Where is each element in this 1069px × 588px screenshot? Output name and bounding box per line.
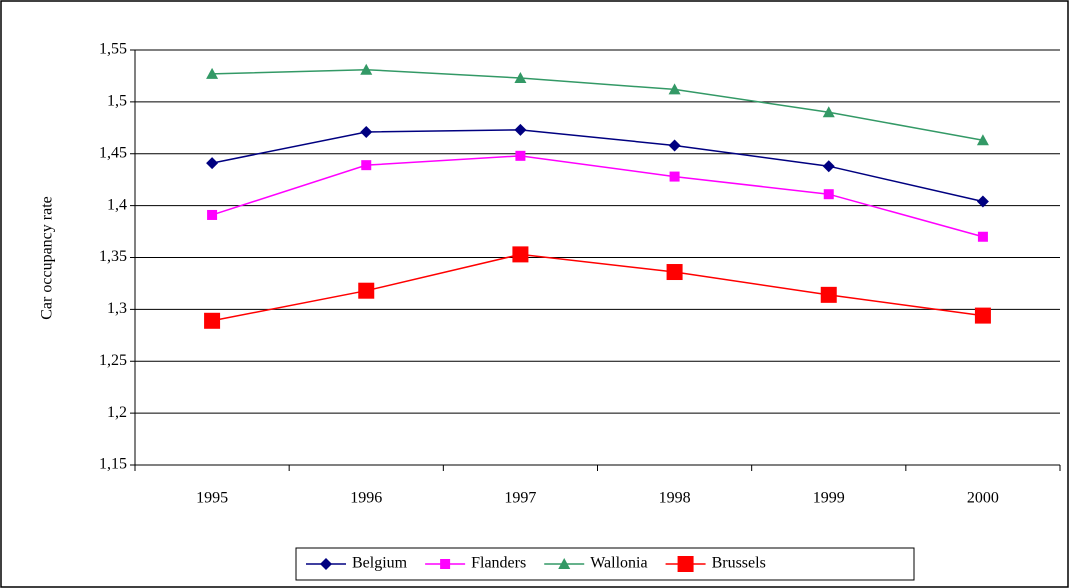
y-tick-label: 1,15	[99, 456, 127, 473]
marker	[820, 286, 837, 303]
y-tick-label: 1,25	[99, 352, 127, 369]
marker	[822, 106, 835, 118]
marker	[514, 123, 527, 136]
legend-label: Flanders	[471, 555, 526, 572]
y-tick-label: 1,5	[107, 93, 127, 110]
y-axis-label: Car occupancy rate	[39, 196, 56, 319]
y-tick-label: 1,35	[99, 248, 127, 265]
x-tick-label: 2000	[967, 490, 999, 507]
marker	[558, 558, 571, 569]
x-tick-label: 1998	[659, 490, 691, 507]
marker	[515, 150, 526, 161]
series-line	[211, 129, 984, 203]
y-tick-label: 1,3	[107, 300, 127, 317]
x-tick-label: 1999	[813, 490, 845, 507]
marker	[360, 63, 373, 75]
legend-label: Belgium	[352, 555, 408, 572]
y-tick-label: 1,4	[107, 196, 127, 213]
marker	[668, 139, 681, 152]
marker	[666, 264, 683, 281]
x-tick-label: 1997	[504, 490, 536, 507]
marker	[320, 558, 332, 570]
marker	[974, 307, 991, 324]
marker	[206, 157, 219, 170]
y-tick-label: 1,55	[99, 41, 127, 58]
x-tick-label: 1995	[196, 490, 228, 507]
marker	[440, 559, 451, 569]
y-tick-label: 1,45	[99, 144, 127, 161]
marker	[823, 189, 834, 200]
marker	[358, 282, 375, 299]
series-line	[212, 68, 984, 142]
marker	[668, 83, 681, 95]
marker	[360, 125, 373, 138]
marker	[361, 160, 372, 171]
marker	[207, 209, 218, 220]
marker	[514, 72, 527, 84]
marker	[512, 246, 529, 263]
marker	[822, 160, 835, 173]
marker	[669, 171, 680, 182]
marker	[977, 231, 988, 242]
y-tick-label: 1,2	[107, 404, 127, 421]
legend-label: Wallonia	[590, 555, 647, 572]
legend-label: Brussels	[712, 555, 766, 572]
series-line	[211, 155, 984, 238]
legend-box	[295, 547, 915, 581]
marker	[206, 67, 219, 79]
marker	[677, 556, 694, 572]
marker	[976, 134, 989, 146]
series-line	[211, 253, 984, 322]
marker	[204, 312, 221, 329]
marker	[976, 195, 989, 208]
x-tick-label: 1996	[350, 490, 382, 507]
